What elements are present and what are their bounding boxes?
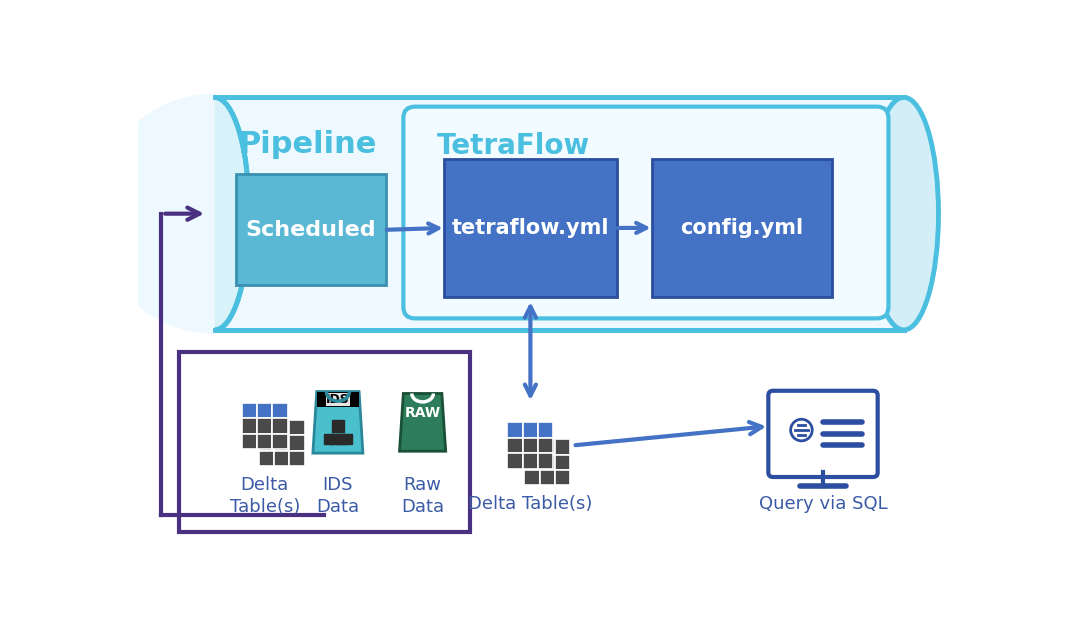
Bar — [540, 470, 555, 485]
Bar — [289, 451, 305, 466]
Bar — [272, 418, 288, 434]
Text: config.yml: config.yml — [680, 218, 804, 238]
FancyBboxPatch shape — [444, 159, 617, 297]
FancyBboxPatch shape — [237, 174, 386, 285]
Bar — [258, 451, 274, 466]
Bar — [538, 422, 553, 438]
Bar — [257, 403, 272, 418]
Bar — [274, 435, 289, 451]
Text: tetraflow.yml: tetraflow.yml — [451, 218, 609, 238]
Text: TetraFlow: TetraFlow — [436, 132, 590, 160]
Bar — [538, 438, 553, 453]
Bar — [257, 434, 272, 449]
Bar — [316, 392, 359, 407]
Bar — [508, 422, 523, 438]
Bar — [508, 453, 523, 468]
Bar — [538, 453, 553, 468]
Text: RAW: RAW — [405, 406, 441, 420]
Bar — [258, 435, 274, 451]
Bar — [523, 438, 538, 453]
Text: Pipeline: Pipeline — [238, 130, 376, 159]
Polygon shape — [313, 392, 363, 453]
Bar — [274, 420, 289, 435]
Bar — [272, 403, 288, 418]
Text: Scheduled: Scheduled — [245, 220, 376, 240]
Bar — [555, 470, 570, 485]
FancyBboxPatch shape — [178, 351, 471, 532]
Bar — [258, 420, 274, 435]
Bar — [242, 418, 257, 434]
Bar — [523, 422, 538, 438]
Bar — [289, 435, 305, 451]
Bar — [274, 451, 289, 466]
Bar — [524, 439, 540, 454]
FancyBboxPatch shape — [652, 159, 833, 297]
FancyBboxPatch shape — [215, 97, 904, 330]
Bar — [555, 439, 570, 454]
Text: IDS
Data: IDS Data — [316, 477, 360, 516]
Wedge shape — [95, 94, 215, 334]
Ellipse shape — [869, 97, 939, 330]
Bar — [289, 420, 305, 435]
Bar — [524, 470, 540, 485]
FancyBboxPatch shape — [768, 391, 878, 477]
Bar — [257, 418, 272, 434]
Bar — [540, 454, 555, 470]
Text: Delta Table(s): Delta Table(s) — [469, 495, 593, 513]
Bar — [524, 454, 540, 470]
Polygon shape — [400, 394, 446, 451]
Text: IDS: IDS — [326, 392, 350, 406]
Text: Query via SQL: Query via SQL — [758, 495, 888, 513]
Bar — [523, 453, 538, 468]
Bar — [555, 454, 570, 470]
Bar — [508, 438, 523, 453]
Bar — [540, 439, 555, 454]
Text: Delta
Table(s): Delta Table(s) — [230, 477, 300, 516]
Bar — [242, 403, 257, 418]
Ellipse shape — [180, 97, 249, 330]
Text: Raw
Data: Raw Data — [401, 477, 444, 516]
Bar — [242, 434, 257, 449]
FancyBboxPatch shape — [403, 107, 889, 319]
Bar — [272, 434, 288, 449]
